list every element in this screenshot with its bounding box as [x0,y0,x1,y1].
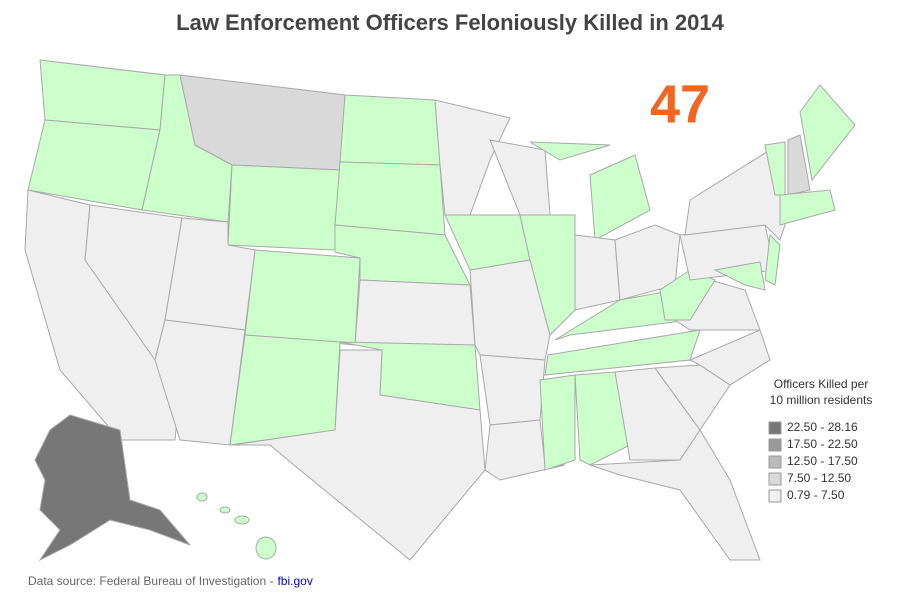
legend-label: 17.50 - 22.50 [787,437,858,451]
legend-swatch [768,472,782,486]
source-text: Data source: Federal Bureau of Investiga… [28,574,273,588]
legend-swatch [768,455,782,469]
state [354,279,476,346]
state [787,134,811,196]
state [614,224,681,301]
source-link[interactable]: fbi.gov [277,574,312,588]
state [589,154,651,241]
state [489,139,551,216]
state [479,354,546,426]
state [196,492,208,502]
state [529,141,611,161]
legend-label: 22.50 - 28.16 [787,420,858,434]
state [34,414,191,562]
legend-title: Officers Killed per [774,377,868,391]
title: Law Enforcement Officers Feloniously Kil… [176,10,724,35]
legend-swatch [768,489,782,503]
state [589,429,761,561]
state [779,189,836,226]
legend-swatch [768,438,782,452]
state [713,261,766,291]
legend-swatch [768,421,782,435]
total-count: 47 [650,74,710,134]
state [244,249,361,346]
us-map [24,59,856,562]
state [339,94,441,166]
state [688,329,771,386]
state [764,233,781,286]
state [519,214,576,336]
state [231,349,486,561]
legend-label: 7.50 - 12.50 [787,471,851,485]
state [154,319,246,446]
state [539,374,576,471]
state [229,334,341,446]
state [234,515,250,525]
legend-label: 0.79 - 7.50 [787,488,845,502]
state [659,269,716,321]
state [227,164,341,251]
state [255,536,277,560]
state [39,59,166,131]
state [574,371,631,466]
legend-title: 10 million residents [770,393,873,407]
legend: Officers Killed per 10 million residents 2… [768,377,873,503]
state [219,506,231,514]
legend-label: 12.50 - 17.50 [787,454,858,468]
state [334,161,446,236]
state [574,234,621,311]
state [799,84,856,182]
